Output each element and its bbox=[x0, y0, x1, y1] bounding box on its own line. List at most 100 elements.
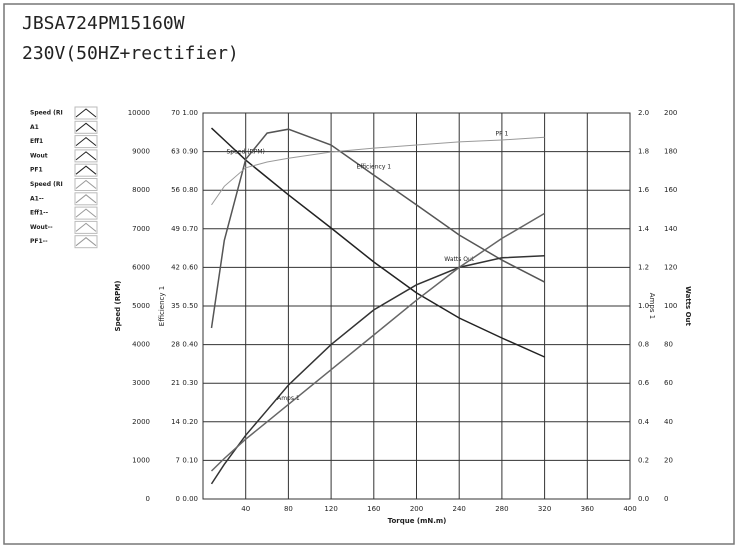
y-tick-label: 40 bbox=[664, 418, 673, 426]
y-tick-label: 60 bbox=[664, 379, 673, 387]
x-tick-label: 40 bbox=[241, 505, 250, 513]
y-tick-label: 200 bbox=[664, 109, 677, 117]
series-label: Amps 1 bbox=[277, 395, 300, 402]
y-tick-label: 0.2 bbox=[638, 456, 649, 464]
y-tick-label: 0.50 bbox=[182, 302, 198, 310]
legend-icon bbox=[74, 149, 98, 163]
legend-icon bbox=[75, 165, 97, 175]
y-axis-label: Watts Out bbox=[684, 286, 692, 326]
y-tick-label: 0.30 bbox=[182, 379, 198, 387]
legend-label: PF1 bbox=[30, 167, 43, 174]
x-tick-label: 320 bbox=[538, 505, 551, 513]
chart-title: JBSA724PM15160W bbox=[22, 13, 185, 34]
frame bbox=[3, 3, 735, 545]
legend-icon bbox=[74, 178, 98, 191]
y-tick-label: 1.8 bbox=[638, 148, 649, 156]
y-tick-label: 0 bbox=[664, 495, 668, 503]
legend-icon bbox=[74, 135, 98, 149]
x-tick-label: 240 bbox=[453, 505, 466, 513]
y-tick-label: 0.8 bbox=[638, 341, 649, 349]
y-tick-label: 5000 bbox=[132, 302, 150, 310]
series-label: PF 1 bbox=[496, 131, 509, 138]
legend-icon bbox=[74, 120, 98, 134]
y-tick-label: 0 bbox=[176, 495, 180, 503]
legend-icon bbox=[75, 208, 97, 218]
x-axis-label: Torque (mN.m) bbox=[388, 517, 447, 525]
y-tick-label: 35 bbox=[171, 302, 180, 310]
y-tick-label: 1.2 bbox=[638, 263, 649, 271]
y-axis-label: Amps 1 bbox=[648, 293, 656, 319]
series-line bbox=[210, 127, 545, 358]
legend-label: PF1-- bbox=[30, 238, 48, 245]
y-tick-label: 0.10 bbox=[182, 456, 198, 464]
legend-icon bbox=[74, 220, 98, 234]
x-tick-label: 160 bbox=[367, 505, 380, 513]
y-tick-label: 8000 bbox=[132, 186, 150, 194]
series-line bbox=[210, 128, 545, 329]
legend-icon bbox=[74, 235, 98, 249]
y-tick-label: 21 bbox=[171, 379, 180, 387]
series-label: Efficiency 1 bbox=[356, 164, 391, 171]
series-label: Speed (RPM) bbox=[227, 149, 265, 156]
legend-label: Speed (RI bbox=[30, 110, 63, 117]
x-tick-label: 400 bbox=[623, 505, 636, 513]
y-tick-label: 9000 bbox=[132, 148, 150, 156]
y-tick-label: 0.4 bbox=[638, 418, 650, 426]
legend-icon bbox=[75, 222, 97, 232]
x-tick-label: 80 bbox=[284, 505, 293, 513]
legend-icon bbox=[74, 106, 98, 120]
y-tick-label: 3000 bbox=[132, 379, 150, 387]
y-tick-label: 0.70 bbox=[182, 225, 198, 233]
y-axis-label: Speed (RPM) bbox=[114, 281, 122, 332]
legend-label: Wout bbox=[30, 152, 48, 159]
y-tick-label: 6000 bbox=[132, 263, 150, 271]
y-tick-label: 10000 bbox=[128, 109, 150, 117]
x-tick-label: 200 bbox=[410, 505, 423, 513]
y-tick-label: 63 bbox=[171, 148, 180, 156]
y-tick-label: 7000 bbox=[132, 225, 150, 233]
y-tick-label: 56 bbox=[171, 186, 180, 194]
y-tick-label: 0.6 bbox=[638, 379, 650, 387]
series-line bbox=[211, 136, 545, 206]
series-label: Watts Out bbox=[444, 256, 474, 263]
y-tick-label: 0.00 bbox=[182, 495, 198, 503]
y-axis-label: Efficiency 1 bbox=[158, 286, 166, 326]
y-tick-label: 1.0 bbox=[638, 302, 649, 310]
y-tick-label: 0.0 bbox=[638, 495, 649, 503]
y-tick-label: 1.6 bbox=[638, 186, 650, 194]
legend-icon bbox=[75, 136, 97, 146]
legend-icon bbox=[75, 179, 97, 189]
y-tick-label: 4000 bbox=[132, 341, 150, 349]
y-tick-label: 70 bbox=[171, 109, 180, 117]
y-tick-label: 7 bbox=[176, 456, 180, 464]
x-tick-label: 360 bbox=[581, 505, 594, 513]
y-tick-label: 1.4 bbox=[638, 225, 650, 233]
legend-icon bbox=[75, 151, 97, 161]
y-tick-label: 0.20 bbox=[182, 418, 198, 426]
legend-icon bbox=[75, 108, 97, 118]
legend-icon bbox=[75, 194, 97, 204]
y-tick-label: 0.40 bbox=[182, 341, 198, 349]
y-tick-label: 160 bbox=[664, 186, 677, 194]
y-tick-label: 28 bbox=[171, 341, 180, 349]
legend-label: Eff1-- bbox=[30, 210, 49, 217]
legend-label: A1 bbox=[30, 124, 39, 131]
legend-label: A1-- bbox=[30, 195, 44, 202]
series-line bbox=[210, 212, 545, 472]
legend-icon bbox=[75, 122, 97, 132]
y-tick-label: 42 bbox=[171, 263, 180, 271]
legend-icon bbox=[74, 206, 98, 220]
y-tick-label: 2.0 bbox=[638, 109, 649, 117]
y-tick-label: 120 bbox=[664, 263, 677, 271]
legend-icon bbox=[74, 192, 98, 206]
y-tick-label: 1.00 bbox=[182, 109, 198, 117]
y-tick-label: 140 bbox=[664, 225, 677, 233]
x-tick-label: 280 bbox=[495, 505, 508, 513]
y-tick-label: 20 bbox=[664, 456, 673, 464]
y-tick-label: 49 bbox=[171, 225, 180, 233]
chart-subtitle: 230V(50HZ+rectifier) bbox=[22, 43, 239, 64]
y-tick-label: 80 bbox=[664, 341, 673, 349]
legend-icon bbox=[74, 163, 98, 177]
y-tick-label: 0.90 bbox=[182, 148, 198, 156]
